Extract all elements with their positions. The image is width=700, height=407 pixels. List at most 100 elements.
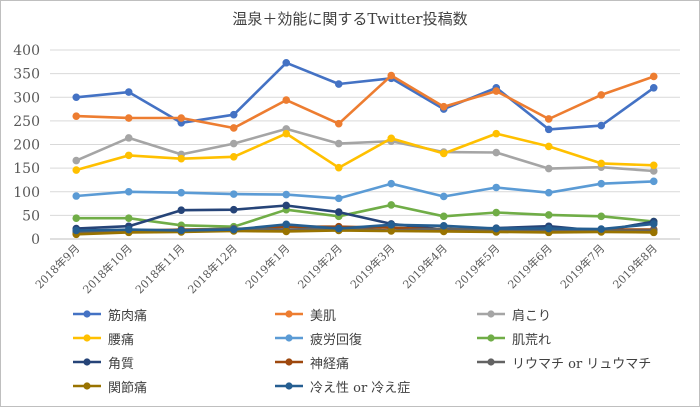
data-point [177,154,186,163]
data-point [387,221,396,229]
data-point [334,163,343,172]
data-point [334,224,343,233]
x-tick-label: 2019年6月 [505,241,555,291]
y-tick-label: 300 [13,90,40,106]
data-point [72,156,81,165]
data-point [124,114,133,122]
data-point [334,80,343,88]
y-tick-label: 50 [22,208,40,224]
y-tick-label: 250 [13,114,40,130]
series-line [75,180,656,200]
data-point [649,72,658,81]
data-point [492,183,501,192]
x-tick-label: 2018年11月 [132,241,187,296]
data-point [72,93,81,102]
data-point [544,142,553,151]
data-point [649,84,658,92]
data-point [229,139,238,148]
data-point [544,211,553,219]
data-point [334,139,343,148]
y-tick-label: 400 [13,43,40,59]
data-point [387,71,396,80]
data-point [282,220,291,229]
data-point [177,114,186,122]
data-point [597,91,606,99]
data-point [124,187,133,196]
data-point [124,225,133,234]
series-line [75,132,656,172]
y-tick-label: 200 [13,138,40,154]
x-tick-label: 2019年2月 [295,241,345,291]
y-tick-label: 100 [13,185,40,201]
data-point [229,190,238,198]
series-line [75,74,656,130]
series-line [75,222,656,232]
data-point [439,221,448,230]
data-point [492,224,501,233]
data-point [124,151,133,160]
data-point [72,192,81,200]
data-point [597,159,606,168]
series-line [75,203,656,228]
data-point [282,96,291,104]
data-point [387,179,396,188]
x-tick-label: 2018年10月 [80,241,135,296]
data-point [649,177,658,186]
data-point [597,225,606,233]
data-point [649,228,658,237]
data-point [439,149,448,158]
data-point [492,208,501,217]
data-point [544,125,553,134]
data-point [492,129,501,138]
data-point [229,124,238,132]
series-line [75,61,656,131]
data-point [282,129,291,138]
data-point [334,194,343,203]
data-point [334,208,343,216]
data-point [177,188,186,197]
data-point [229,152,238,161]
data-point [597,121,606,130]
data-point [282,190,291,199]
data-point [229,110,238,119]
x-tick-label: 2019年4月 [400,241,450,291]
data-point [124,88,133,96]
data-point [282,58,291,67]
y-tick-label: 0 [31,232,40,248]
data-point [177,206,186,214]
data-point [387,227,396,235]
x-tick-label: 2019年3月 [347,241,397,291]
data-point [544,224,553,233]
data-point [282,201,291,210]
series-line [75,229,656,236]
data-point [649,161,658,170]
data-point [229,205,238,214]
series-line [75,204,656,233]
data-point [597,179,606,188]
data-point [439,102,448,111]
data-point [72,112,81,120]
data-point [387,134,396,143]
y-tick-label: 150 [13,161,40,177]
data-point [387,201,396,209]
y-tick-label: 350 [13,67,40,83]
x-tick-label: 2019年5月 [452,241,502,291]
x-tick-label: 2018年12月 [185,241,240,296]
x-tick-label: 2019年8月 [610,241,660,291]
data-point [177,226,186,235]
data-point [544,115,553,123]
data-point [597,212,606,221]
data-point [229,225,238,234]
x-tick-label: 2019年7月 [557,241,607,291]
data-point [72,214,81,223]
data-point [649,220,658,228]
data-point [492,87,501,95]
x-tick-label: 2018年9月 [32,241,82,291]
chart-title: 温泉＋効能に関するTwitter投稿数 [232,10,468,28]
data-point [439,192,448,201]
data-point [124,214,133,223]
series-line [75,127,656,173]
data-point [72,166,81,174]
